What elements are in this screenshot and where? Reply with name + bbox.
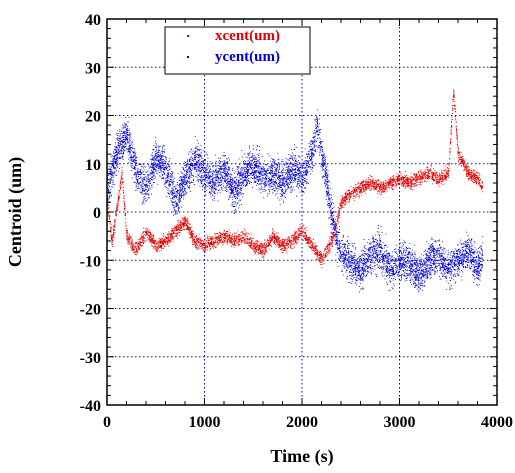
y-tick-label: 20 (85, 109, 101, 126)
y-tick-label: -20 (80, 302, 101, 319)
y-axis-label: Centroid (um) (5, 157, 26, 267)
x-tick-labels: 0 1000 2000 3000 4000 (103, 414, 513, 431)
x-tick-label: 4000 (481, 414, 513, 431)
legend-label: xcent(um) (215, 28, 280, 44)
x-tick-label: 3000 (384, 414, 416, 431)
series-ycent (107, 109, 484, 293)
series-points (107, 89, 484, 269)
y-tick-label: 0 (93, 205, 101, 222)
series-xcent (107, 89, 484, 269)
y-tick-label: 30 (85, 60, 101, 77)
grid (107, 19, 497, 405)
x-tick-label: 1000 (189, 414, 221, 431)
y-tick-label: -10 (80, 253, 101, 270)
y-tick-label: 10 (85, 157, 101, 174)
legend: xcent(um) ycent(um) (164, 26, 311, 75)
y-tick-labels: -40 -30 -20 -10 0 10 20 30 40 (80, 12, 101, 415)
legend-label: ycent(um) (215, 49, 280, 65)
legend-marker (187, 56, 189, 58)
series-points (107, 109, 484, 293)
y-tick-label: -40 (80, 398, 101, 415)
axis-ticks (106, 18, 498, 406)
x-tick-label: 0 (103, 414, 111, 431)
y-tick-label: 40 (85, 12, 101, 29)
legend-box (164, 26, 311, 75)
x-axis-label: Time (s) (270, 446, 333, 467)
legend-marker (187, 35, 189, 37)
x-tick-label: 2000 (286, 414, 318, 431)
y-tick-label: -30 (80, 350, 101, 367)
